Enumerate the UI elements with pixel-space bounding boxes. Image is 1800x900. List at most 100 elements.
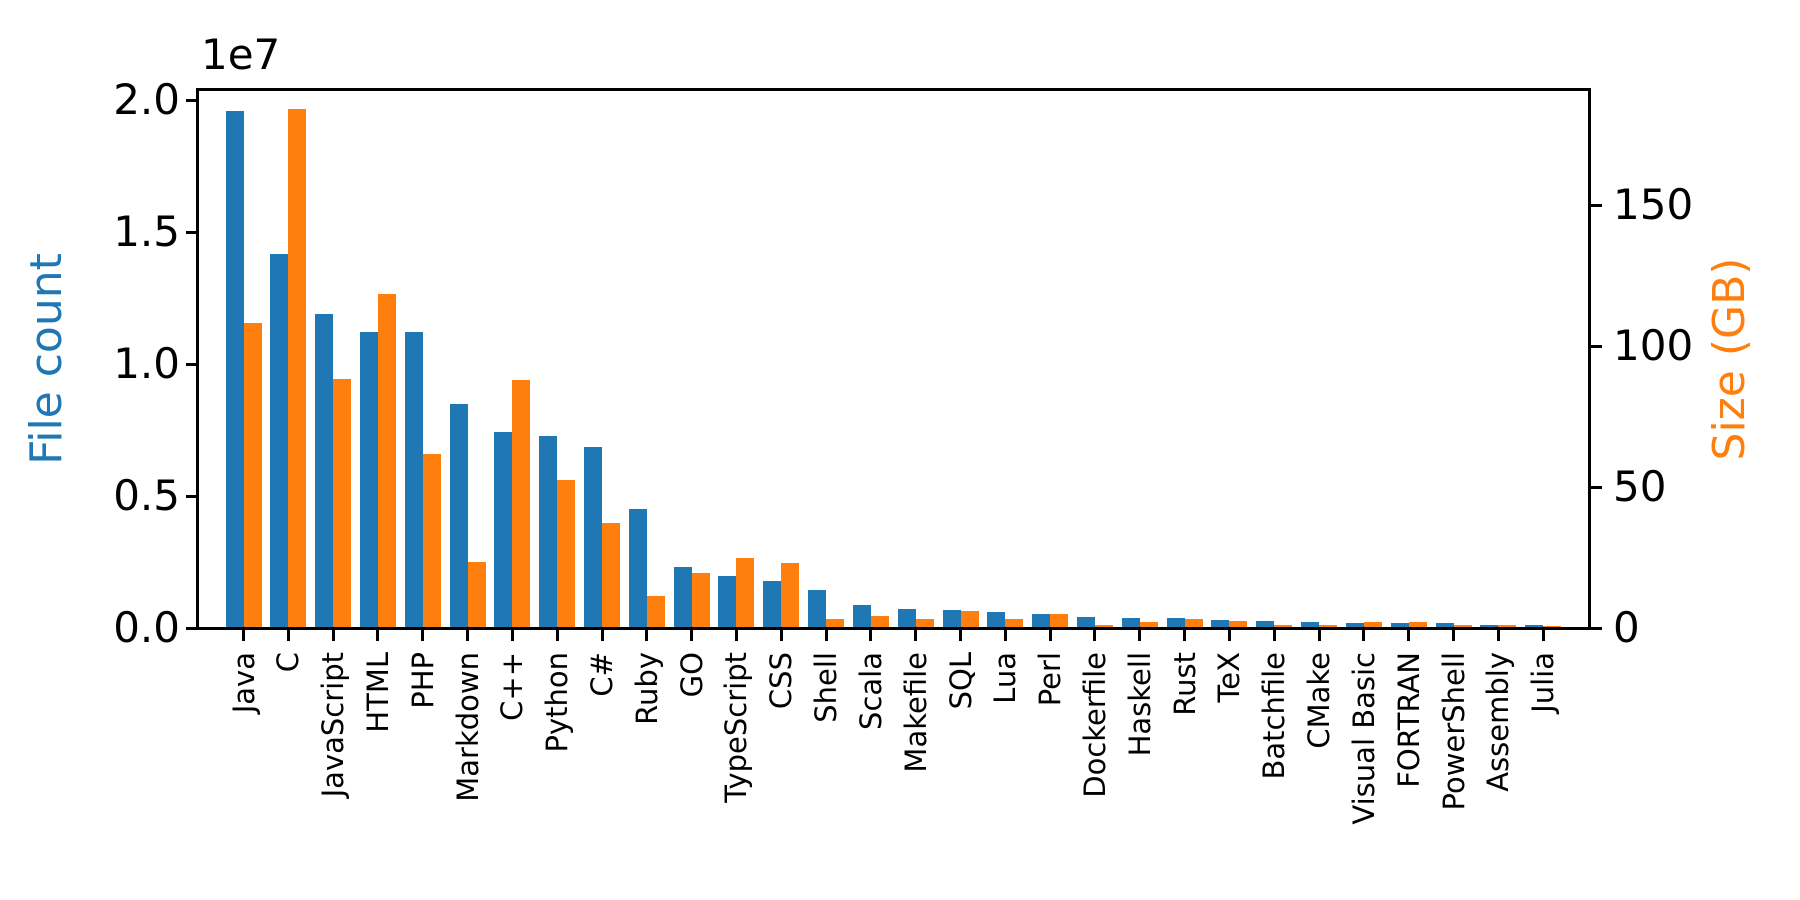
x-axis-label: Shell (809, 652, 844, 723)
y-axis-left-tick (186, 626, 197, 630)
x-axis-label: PowerShell (1436, 652, 1471, 811)
bar-size-gb (468, 562, 486, 627)
bar-size-gb (1498, 625, 1516, 627)
x-axis-tick (1541, 630, 1545, 641)
bar-file-count (763, 581, 781, 627)
y-axis-left-tick-label: 2.0 (113, 75, 180, 124)
x-axis-label: SQL (943, 652, 978, 710)
bar-size-gb (557, 480, 575, 627)
bar-file-count (360, 332, 378, 627)
x-axis-tick (869, 630, 873, 641)
bar-size-gb (871, 616, 889, 627)
y-axis-right-tick-label: 50 (1613, 462, 1667, 511)
bar-size-gb (781, 563, 799, 627)
bar-size-gb (1229, 621, 1247, 627)
x-axis-label: HTML (360, 652, 395, 733)
bar-size-gb (1543, 626, 1561, 627)
bar-file-count (1122, 618, 1140, 627)
x-axis-label: Makefile (898, 652, 933, 773)
x-axis-tick (1093, 630, 1097, 641)
bar-file-count (808, 590, 826, 627)
x-axis-tick (645, 630, 649, 641)
bar-size-gb (1050, 614, 1068, 627)
bar-size-gb (1095, 625, 1113, 627)
bar-file-count (853, 605, 871, 627)
y-axis-left-tick-label: 1.5 (113, 207, 180, 256)
y-axis-left-tick (186, 98, 197, 102)
x-axis-label: Haskell (1122, 652, 1157, 757)
x-axis-label: PHP (405, 652, 440, 709)
y-axis-right-tick-label: 150 (1613, 180, 1694, 229)
x-axis-tick (600, 630, 604, 641)
x-axis-tick (1317, 630, 1321, 641)
x-axis-label: FORTRAN (1391, 652, 1426, 788)
bar-size-gb (512, 380, 530, 627)
bar-size-gb (961, 611, 979, 627)
bar-file-count (584, 447, 602, 627)
bar-size-gb (916, 619, 934, 627)
y-axis-left-tick (186, 362, 197, 366)
bar-size-gb (736, 558, 754, 627)
bar-size-gb (692, 573, 710, 627)
y-axis-right-tick (1591, 626, 1602, 630)
x-axis-label: Scala (853, 652, 888, 730)
bar-file-count (1301, 622, 1319, 627)
x-axis-tick (824, 630, 828, 641)
bar-file-count (539, 436, 557, 627)
y-axis-right-tick (1591, 203, 1602, 207)
x-axis-label: Ruby (629, 652, 664, 725)
bar-size-gb (1140, 622, 1158, 627)
y-axis-left-tick (186, 230, 197, 234)
bar-size-gb (288, 109, 306, 627)
bar-file-count (1480, 625, 1498, 627)
x-axis-tick (1362, 630, 1366, 641)
y-axis-left-tick-label: 0.5 (113, 471, 180, 520)
y-axis-offset-text: 1e7 (201, 30, 281, 79)
x-axis-label: Python (540, 652, 575, 753)
x-axis-tick (1138, 630, 1142, 641)
bar-file-count (1032, 614, 1050, 627)
bar-file-count (315, 314, 333, 627)
x-axis-tick (555, 630, 559, 641)
x-axis-tick (331, 630, 335, 641)
x-axis-tick (1452, 630, 1455, 641)
bar-file-count (629, 509, 647, 627)
x-axis-label: Julia (1526, 652, 1561, 713)
x-axis-label: CSS (764, 652, 799, 710)
x-axis-tick (510, 630, 514, 641)
x-axis-tick (242, 630, 245, 641)
x-axis-label: Perl (1033, 652, 1068, 707)
x-axis-label: C (271, 652, 306, 673)
y-axis-right-tick-label: 100 (1613, 321, 1694, 370)
x-axis-label: C++ (495, 652, 530, 721)
bar-file-count (1167, 618, 1185, 627)
bar-size-gb (602, 523, 620, 627)
x-axis-tick (1048, 630, 1052, 641)
bar-size-gb (1454, 625, 1472, 627)
x-axis-tick (690, 630, 694, 641)
y-axis-right-tick-label: 0 (1613, 603, 1640, 652)
x-axis-label: Java (226, 652, 261, 714)
y-axis-left-tick-label: 0.0 (113, 603, 180, 652)
x-axis-label: TypeScript (719, 652, 754, 803)
x-axis-label: GO (674, 652, 709, 698)
x-axis-tick (779, 630, 783, 641)
x-axis-label: Lua (988, 652, 1023, 704)
x-axis-tick (421, 630, 425, 641)
bar-file-count (718, 576, 736, 627)
x-axis-tick (1496, 630, 1500, 641)
bar-file-count (270, 254, 288, 627)
y-axis-left-tick-label: 1.0 (113, 339, 180, 388)
bar-file-count (674, 567, 692, 627)
bar-file-count (898, 609, 916, 627)
x-axis-tick (376, 630, 380, 641)
bar-size-gb (244, 323, 262, 627)
bar-size-gb (1274, 625, 1292, 627)
bar-size-gb (423, 454, 441, 627)
x-axis-label: Dockerfile (1077, 652, 1112, 798)
bar-file-count (1256, 621, 1274, 627)
x-axis-label: Batchfile (1257, 652, 1292, 780)
bar-file-count (226, 111, 244, 627)
bar-file-count (943, 610, 961, 627)
x-axis-label: JavaScript (316, 652, 351, 798)
